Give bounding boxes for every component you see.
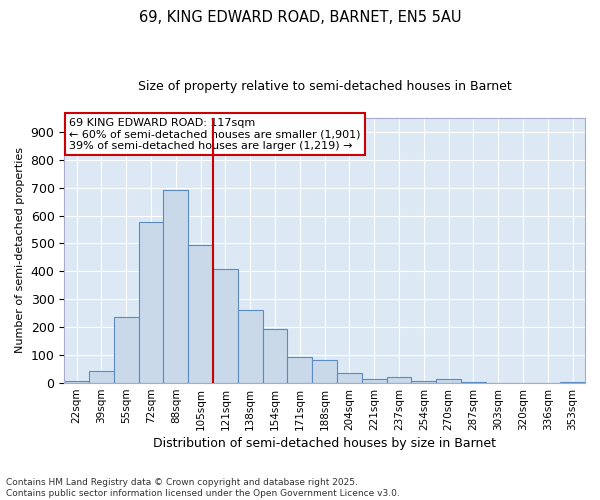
Bar [386,378,412,383]
Y-axis label: Number of semi-detached properties: Number of semi-detached properties [15,148,25,354]
Bar [139,222,163,383]
Text: 69 KING EDWARD ROAD: 117sqm
← 60% of semi-detached houses are smaller (1,901)
39: 69 KING EDWARD ROAD: 117sqm ← 60% of sem… [70,118,361,151]
Bar [436,379,461,383]
Bar [89,371,114,383]
Bar [213,268,238,383]
Bar [114,316,139,383]
Bar [412,381,436,383]
Title: Size of property relative to semi-detached houses in Barnet: Size of property relative to semi-detach… [138,80,512,93]
Bar [287,357,312,383]
Bar [312,360,337,383]
Bar [188,246,213,383]
Text: Contains HM Land Registry data © Crown copyright and database right 2025.
Contai: Contains HM Land Registry data © Crown c… [6,478,400,498]
Text: 69, KING EDWARD ROAD, BARNET, EN5 5AU: 69, KING EDWARD ROAD, BARNET, EN5 5AU [139,10,461,25]
Bar [163,190,188,383]
Bar [337,372,362,383]
Bar [461,382,486,383]
Bar [560,382,585,383]
Bar [238,310,263,383]
Bar [263,329,287,383]
X-axis label: Distribution of semi-detached houses by size in Barnet: Distribution of semi-detached houses by … [153,437,496,450]
Bar [362,379,386,383]
Bar [64,381,89,383]
